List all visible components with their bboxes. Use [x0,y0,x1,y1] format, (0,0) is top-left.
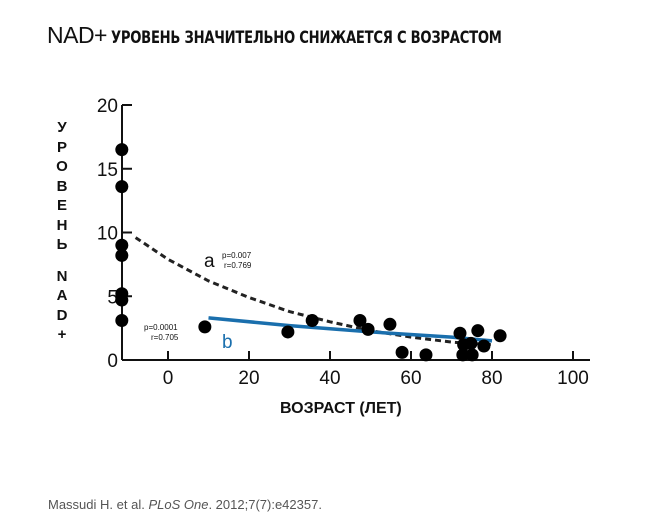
citation: Massudi H. et al. PLoS One. 2012;7(7):e4… [48,497,322,512]
curve-a-p-value: p=0.007 [222,251,252,260]
data-point [383,317,397,331]
y-axis-label-letter: N [56,267,68,285]
curve-a-label: a [204,251,215,272]
y-axis-label-letter: D [56,306,68,324]
data-point [115,238,129,252]
curve-a-r-value: r=0.769 [224,261,252,270]
title-prefix: NAD+ [47,22,108,48]
x-tick-label: 80 [481,368,502,389]
data-point [115,313,129,327]
x-tick-label: 0 [163,368,174,389]
fit-curve-b [208,316,493,343]
data-point [419,348,433,362]
data-point [493,329,507,343]
y-tick-label: 20 [97,96,118,117]
y-axis-label: У Р О В Е Н Ь N A D + [54,118,70,345]
x-tick-label: 40 [319,368,340,389]
data-point [456,348,470,362]
y-axis-label-letter: A [56,287,68,304]
data-point [477,339,491,353]
curve-b-label: b [222,332,233,353]
title-text: УРОВЕНЬ ЗНАЧИТЕЛЬНО СНИЖАЕТСЯ С ВОЗРАСТО… [111,28,503,48]
y-tick-label: 15 [97,160,118,181]
x-axis-label: ВОЗРАСТ (ЛЕТ) [280,400,402,417]
data-point [115,248,129,262]
citation-authors: Massudi H. et al. [48,497,145,512]
y-axis-label-letter: В [56,177,68,195]
y-axis-label-letter: Р [56,138,67,156]
data-point [465,348,479,362]
data-point [457,338,471,352]
x-tick-label: 60 [400,368,421,389]
data-point [115,143,129,157]
data-point [115,293,129,307]
data-point [395,345,409,359]
y-tick-label: 0 [107,351,118,372]
citation-journal: PLoS One [148,497,209,512]
data-point [281,325,295,339]
x-tick-label: 100 [557,368,589,389]
data-point [453,326,467,340]
x-tick-label: 20 [238,368,259,389]
y-axis-label-letter: У [57,119,67,136]
data-point [471,324,485,338]
data-point [353,313,367,327]
y-axis-label-letter: Н [56,216,68,234]
y-axis-label-letter: Ь [56,236,68,253]
curve-b-p-value: p=0.0001 [144,323,178,332]
y-axis-label-letter: О [56,158,68,175]
data-point [198,320,212,334]
y-tick-label: 5 [107,287,118,308]
citation-ref: . 2012;7(7):e42357. [208,497,322,512]
curve-b-r-value: r=0.705 [151,333,179,342]
y-axis-label-letter: + [57,326,67,343]
chart-title: NAD+ УРОВЕНЬ ЗНАЧИТЕЛЬНО СНИЖАЕТСЯ С ВОЗ… [47,22,566,49]
data-point [305,313,319,327]
data-point [361,322,375,336]
y-axis-label-letter: Е [56,197,67,214]
y-tick-label: 10 [97,224,118,245]
data-point [115,180,129,194]
